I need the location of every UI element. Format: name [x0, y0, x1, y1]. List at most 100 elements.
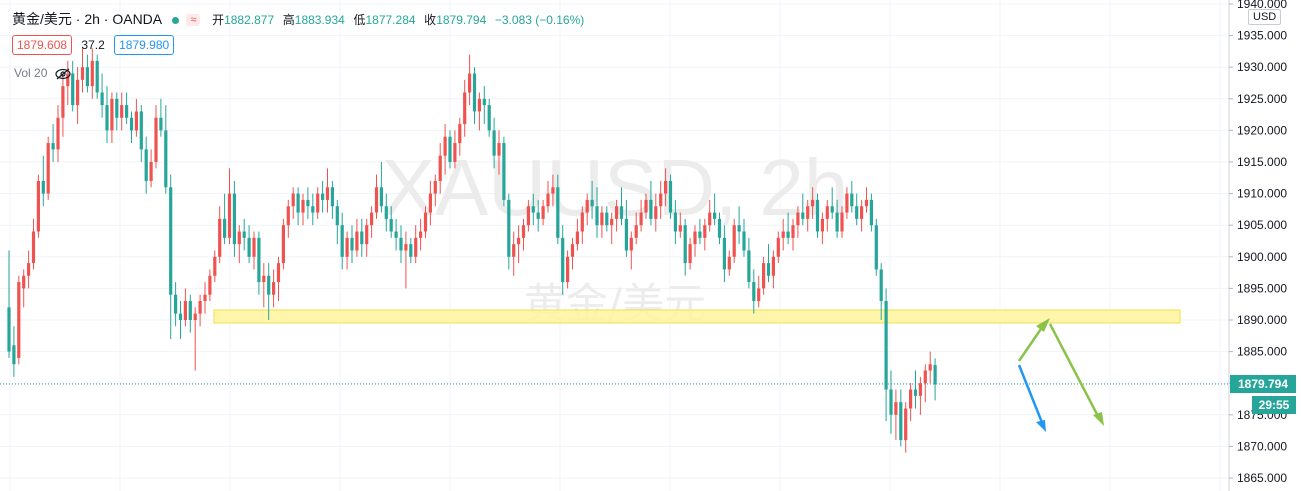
candle[interactable] — [561, 225, 565, 295]
candle[interactable] — [502, 136, 506, 207]
candle[interactable] — [894, 389, 898, 441]
candle[interactable] — [678, 212, 682, 238]
candle[interactable] — [276, 256, 281, 302]
candle[interactable] — [389, 206, 393, 238]
candle[interactable] — [149, 149, 153, 188]
candle[interactable] — [664, 168, 668, 207]
candle[interactable] — [178, 301, 183, 339]
candle[interactable] — [472, 67, 477, 125]
candle[interactable] — [521, 218, 526, 251]
candle[interactable] — [428, 180, 432, 226]
eye-off-icon[interactable] — [55, 68, 71, 80]
volume-indicator[interactable]: Vol 20 — [14, 66, 71, 80]
candle[interactable] — [884, 288, 888, 422]
candle[interactable] — [737, 206, 741, 245]
candle[interactable] — [414, 225, 418, 264]
candle[interactable] — [36, 174, 40, 238]
candle[interactable] — [570, 237, 575, 270]
candle[interactable] — [193, 307, 197, 371]
candle[interactable] — [183, 288, 187, 327]
candle[interactable] — [747, 237, 751, 289]
candle[interactable] — [301, 193, 305, 226]
candle[interactable] — [345, 231, 349, 270]
candle[interactable] — [487, 98, 491, 137]
candle[interactable] — [786, 212, 790, 245]
candle[interactable] — [443, 124, 447, 175]
candle[interactable] — [105, 86, 109, 144]
candle[interactable] — [419, 218, 423, 251]
candle[interactable] — [286, 199, 290, 238]
candle[interactable] — [864, 187, 869, 213]
candle[interactable] — [904, 402, 908, 453]
candle[interactable] — [174, 282, 178, 327]
candle[interactable] — [56, 105, 60, 162]
candle[interactable] — [360, 218, 364, 257]
candle[interactable] — [223, 193, 227, 245]
candle[interactable] — [820, 212, 824, 245]
candle[interactable] — [247, 225, 251, 264]
candle[interactable] — [66, 60, 70, 106]
candle[interactable] — [845, 187, 849, 219]
candle[interactable] — [370, 206, 374, 238]
candle[interactable] — [835, 199, 839, 238]
candle[interactable] — [22, 269, 26, 308]
candle[interactable] — [918, 376, 922, 415]
candle[interactable] — [423, 206, 428, 238]
candle[interactable] — [708, 199, 712, 232]
candle[interactable] — [335, 199, 339, 245]
candle[interactable] — [668, 174, 673, 219]
candle[interactable] — [610, 212, 614, 245]
candle[interactable] — [438, 143, 442, 194]
candle[interactable] — [71, 60, 75, 112]
candle[interactable] — [477, 92, 481, 131]
candle[interactable] — [384, 193, 388, 232]
candle[interactable] — [17, 275, 21, 365]
candle[interactable] — [566, 250, 570, 289]
candle[interactable] — [129, 111, 134, 144]
candle[interactable] — [497, 130, 501, 175]
candle[interactable] — [267, 263, 271, 320]
candle[interactable] — [61, 73, 65, 137]
candle[interactable] — [80, 48, 85, 93]
candle[interactable] — [771, 250, 775, 289]
candles[interactable] — [7, 48, 937, 453]
candle[interactable] — [580, 206, 584, 245]
candle[interactable] — [492, 117, 496, 169]
candle[interactable] — [673, 199, 677, 245]
candle[interactable] — [41, 155, 45, 207]
candle[interactable] — [453, 130, 457, 169]
candle[interactable] — [639, 199, 643, 232]
candle[interactable] — [801, 193, 805, 226]
candle[interactable] — [913, 370, 918, 409]
candle[interactable] — [879, 263, 883, 320]
candle[interactable] — [242, 218, 246, 251]
candle[interactable] — [541, 199, 545, 226]
candle[interactable] — [811, 187, 815, 219]
candle[interactable] — [164, 105, 168, 194]
candle[interactable] — [51, 124, 55, 162]
candle[interactable] — [698, 218, 702, 245]
candle[interactable] — [208, 269, 212, 302]
candle[interactable] — [213, 250, 217, 283]
candle[interactable] — [448, 130, 452, 169]
candle[interactable] — [595, 187, 599, 238]
candle[interactable] — [139, 105, 143, 162]
candle[interactable] — [517, 225, 521, 264]
candle[interactable] — [806, 199, 810, 232]
candle[interactable] — [815, 193, 820, 238]
candle[interactable] — [31, 218, 36, 270]
candle[interactable] — [654, 193, 658, 232]
candle[interactable] — [722, 225, 726, 283]
candle[interactable] — [46, 136, 50, 200]
candle[interactable] — [262, 263, 266, 308]
candle[interactable] — [791, 218, 795, 251]
candle[interactable] — [374, 174, 379, 219]
candle[interactable] — [713, 193, 717, 226]
support-zone[interactable] — [213, 309, 1181, 324]
candle[interactable] — [923, 364, 927, 403]
candle[interactable] — [257, 231, 261, 295]
candle[interactable] — [159, 98, 163, 137]
candle[interactable] — [90, 48, 94, 99]
candle[interactable] — [659, 180, 663, 219]
